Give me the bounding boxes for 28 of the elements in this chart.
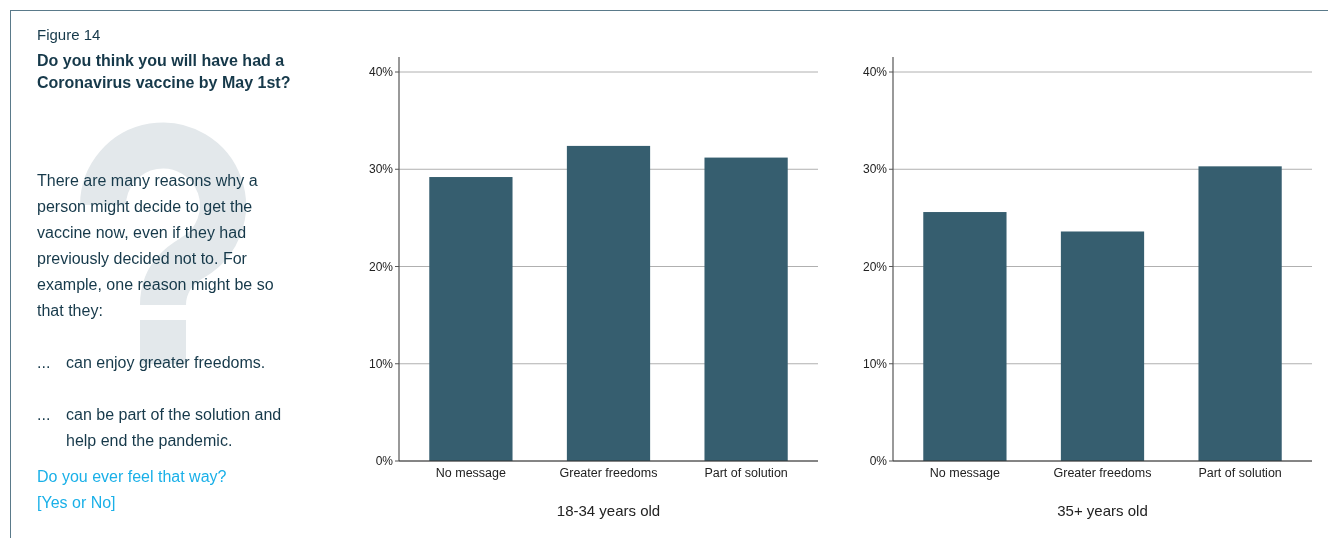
y-tick-label: 30% [862,162,888,177]
y-tick-label: 40% [862,65,888,80]
y-tick-label: 0% [375,454,394,469]
y-tick-label: 20% [368,259,394,274]
x-tick-label: Part of solution [704,466,788,480]
text: There are many reasons why a person might decide to get the vaccine now, even if they had previously decided not to. For example, one reason might be so that they: [37,172,274,319]
bar [923,212,1007,461]
text: ... can enjoy greater freedoms. [37,354,266,371]
bar [1198,166,1282,461]
x-axis-title: 18-34 years old [556,502,661,519]
y-tick-label: 0% [869,454,888,469]
x-tick-label: Greater freedoms [559,466,658,480]
text: Do you think you will have had a Coronavirus vaccine by May 1st? [37,52,291,91]
bar [1060,231,1145,461]
y-tick-label: 20% [862,259,888,274]
x-tick-label: Greater freedoms [1053,466,1152,480]
text: Figure 14 [37,26,101,43]
text: [Yes or No] [37,494,116,511]
x-tick-label: No message [929,466,1001,480]
y-tick-label: 10% [862,356,888,371]
text: Do you ever feel that way? [37,468,227,485]
y-tick-label: 30% [368,162,394,177]
y-tick-label: 10% [368,356,394,371]
text: ... can be part of the solution and help end the pandemic. [37,406,282,449]
y-tick-label: 40% [368,65,394,80]
x-axis-title: 35+ years old [1057,502,1148,519]
x-tick-label: Part of solution [1198,466,1282,480]
x-tick-label: No message [435,466,507,480]
